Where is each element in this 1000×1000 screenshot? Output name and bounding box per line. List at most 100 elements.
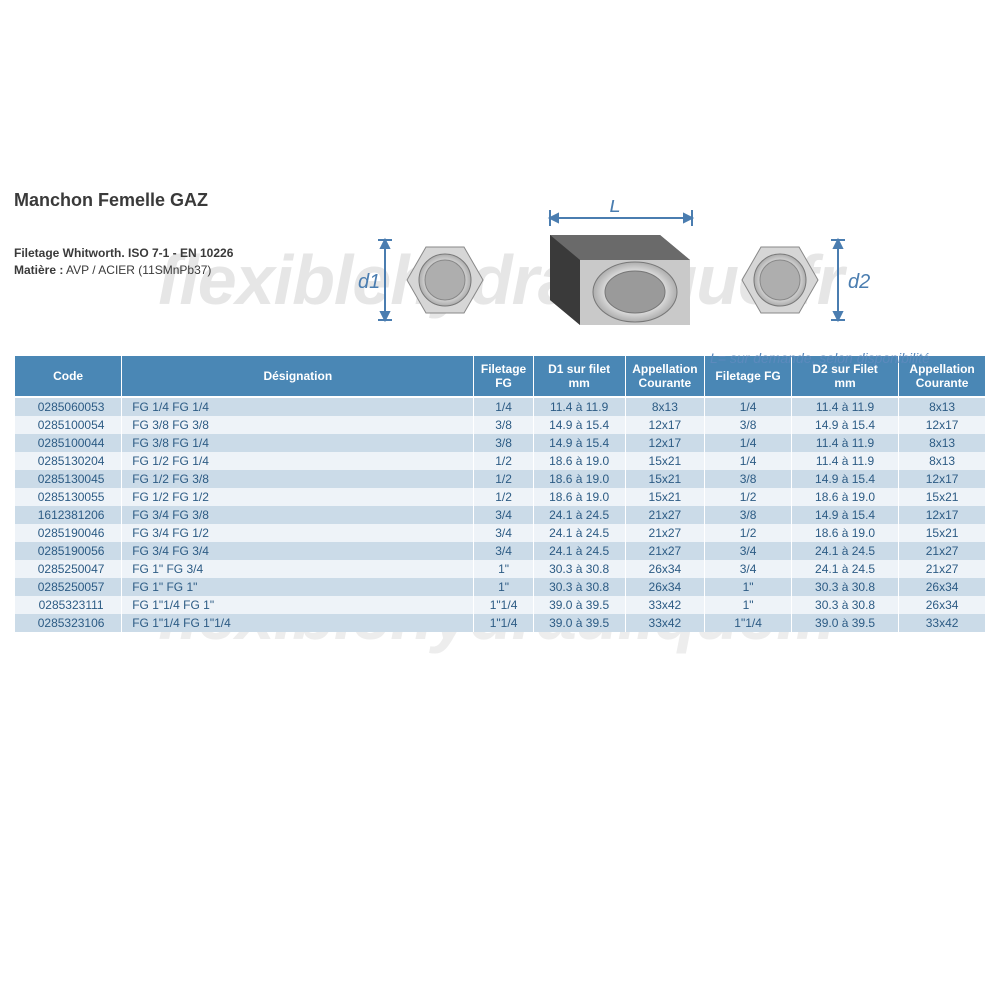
cell-ap1: 21x27 (625, 506, 705, 524)
cell-ap1: 21x27 (625, 542, 705, 560)
cell-fg1: 1" (474, 560, 533, 578)
cell-code: 0285323106 (15, 614, 122, 632)
cell-code: 1612381206 (15, 506, 122, 524)
cell-ap2: 12x17 (899, 506, 986, 524)
cell-d1: 30.3 à 30.8 (533, 560, 625, 578)
cell-fg2: 1" (705, 578, 792, 596)
dim-d1-label: d1 (358, 271, 380, 293)
col-fg1: FiletageFG (474, 355, 533, 397)
table-row: 0285190056FG 3/4 FG 3/43/424.1 à 24.521x… (15, 542, 986, 560)
cell-d2: 18.6 à 19.0 (791, 524, 898, 542)
cell-designation: FG 1"1/4 FG 1" (122, 596, 474, 614)
cell-fg2: 3/8 (705, 416, 792, 434)
cell-d2: 18.6 à 19.0 (791, 488, 898, 506)
cell-d2: 30.3 à 30.8 (791, 596, 898, 614)
cell-fg1: 1/2 (474, 452, 533, 470)
cell-fg2: 1/2 (705, 524, 792, 542)
cell-d2: 24.1 à 24.5 (791, 542, 898, 560)
cell-fg1: 1"1/4 (474, 614, 533, 632)
availability-note: L= sur demande, selon disponibilité (710, 350, 930, 366)
cell-ap2: 21x27 (899, 560, 986, 578)
col-designation: Désignation (122, 355, 474, 397)
cell-fg1: 3/4 (474, 542, 533, 560)
table-row: 0285130204FG 1/2 FG 1/41/218.6 à 19.015x… (15, 452, 986, 470)
cell-code: 0285130204 (15, 452, 122, 470)
cell-fg1: 3/8 (474, 416, 533, 434)
cell-fg1: 3/4 (474, 524, 533, 542)
cell-designation: FG 3/8 FG 3/8 (122, 416, 474, 434)
cell-d1: 24.1 à 24.5 (533, 542, 625, 560)
cell-d1: 18.6 à 19.0 (533, 470, 625, 488)
cell-ap2: 26x34 (899, 596, 986, 614)
product-table: CodeDésignationFiletageFGD1 sur filetmmA… (14, 355, 986, 633)
dim-l-label: L (609, 200, 620, 217)
cell-d1: 18.6 à 19.0 (533, 452, 625, 470)
table-row: 1612381206FG 3/4 FG 3/83/424.1 à 24.521x… (15, 506, 986, 524)
cell-ap2: 8x13 (899, 434, 986, 452)
cell-ap1: 21x27 (625, 524, 705, 542)
cell-ap2: 26x34 (899, 578, 986, 596)
cell-designation: FG 1/2 FG 1/4 (122, 452, 474, 470)
cell-ap1: 15x21 (625, 470, 705, 488)
cell-d1: 14.9 à 15.4 (533, 434, 625, 452)
cell-ap2: 8x13 (899, 452, 986, 470)
cell-code: 0285100054 (15, 416, 122, 434)
table-row: 0285323111FG 1"1/4 FG 1"1"1/439.0 à 39.5… (15, 596, 986, 614)
coupling-diagram-svg: d1 L (350, 200, 870, 350)
cell-designation: FG 1/2 FG 1/2 (122, 488, 474, 506)
cell-code: 0285323111 (15, 596, 122, 614)
cell-d1: 18.6 à 19.0 (533, 488, 625, 506)
spec-line-1: Filetage Whitworth. ISO 7-1 - EN 10226 (14, 246, 233, 260)
table-row: 0285250047FG 1" FG 3/41"30.3 à 30.826x34… (15, 560, 986, 578)
cell-d2: 11.4 à 11.9 (791, 434, 898, 452)
cell-code: 0285250047 (15, 560, 122, 578)
cell-d1: 11.4 à 11.9 (533, 397, 625, 416)
cell-fg1: 1/4 (474, 397, 533, 416)
col-d1: D1 sur filetmm (533, 355, 625, 397)
cell-d2: 24.1 à 24.5 (791, 560, 898, 578)
cell-d1: 39.0 à 39.5 (533, 596, 625, 614)
spec-line-2-value: AVP / ACIER (11SMnPb37) (63, 263, 211, 277)
cell-ap1: 8x13 (625, 397, 705, 416)
cell-fg2: 3/4 (705, 560, 792, 578)
cell-ap2: 21x27 (899, 542, 986, 560)
cell-ap1: 26x34 (625, 578, 705, 596)
cell-designation: FG 3/4 FG 3/8 (122, 506, 474, 524)
cell-designation: FG 1/2 FG 3/8 (122, 470, 474, 488)
dim-d2-label: d2 (848, 271, 870, 293)
cell-d2: 11.4 à 11.9 (791, 397, 898, 416)
cell-d2: 30.3 à 30.8 (791, 578, 898, 596)
cell-d1: 14.9 à 15.4 (533, 416, 625, 434)
cell-ap2: 8x13 (899, 397, 986, 416)
cell-fg2: 3/8 (705, 470, 792, 488)
cell-ap1: 33x42 (625, 596, 705, 614)
cell-code: 0285130045 (15, 470, 122, 488)
cell-d1: 39.0 à 39.5 (533, 614, 625, 632)
cell-code: 0285130055 (15, 488, 122, 506)
cell-code: 0285250057 (15, 578, 122, 596)
cell-designation: FG 1" FG 1" (122, 578, 474, 596)
cell-ap1: 33x42 (625, 614, 705, 632)
cell-fg2: 1/2 (705, 488, 792, 506)
cell-d2: 14.9 à 15.4 (791, 506, 898, 524)
cell-d2: 11.4 à 11.9 (791, 452, 898, 470)
cell-ap1: 12x17 (625, 434, 705, 452)
cell-d1: 24.1 à 24.5 (533, 524, 625, 542)
col-ap1: AppellationCourante (625, 355, 705, 397)
cell-d2: 14.9 à 15.4 (791, 470, 898, 488)
table-row: 0285130045FG 1/2 FG 3/81/218.6 à 19.015x… (15, 470, 986, 488)
cell-fg2: 1"1/4 (705, 614, 792, 632)
cell-fg1: 1/2 (474, 488, 533, 506)
cell-ap1: 12x17 (625, 416, 705, 434)
spec-line-2-label: Matière : (14, 263, 63, 277)
table-row: 0285100044FG 3/8 FG 1/43/814.9 à 15.412x… (15, 434, 986, 452)
cell-ap2: 15x21 (899, 488, 986, 506)
cell-fg1: 3/8 (474, 434, 533, 452)
table-row: 0285190046FG 3/4 FG 1/23/424.1 à 24.521x… (15, 524, 986, 542)
cell-designation: FG 3/4 FG 3/4 (122, 542, 474, 560)
cell-designation: FG 3/8 FG 1/4 (122, 434, 474, 452)
col-code: Code (15, 355, 122, 397)
cell-designation: FG 1" FG 3/4 (122, 560, 474, 578)
cell-ap2: 33x42 (899, 614, 986, 632)
cell-fg1: 1/2 (474, 470, 533, 488)
